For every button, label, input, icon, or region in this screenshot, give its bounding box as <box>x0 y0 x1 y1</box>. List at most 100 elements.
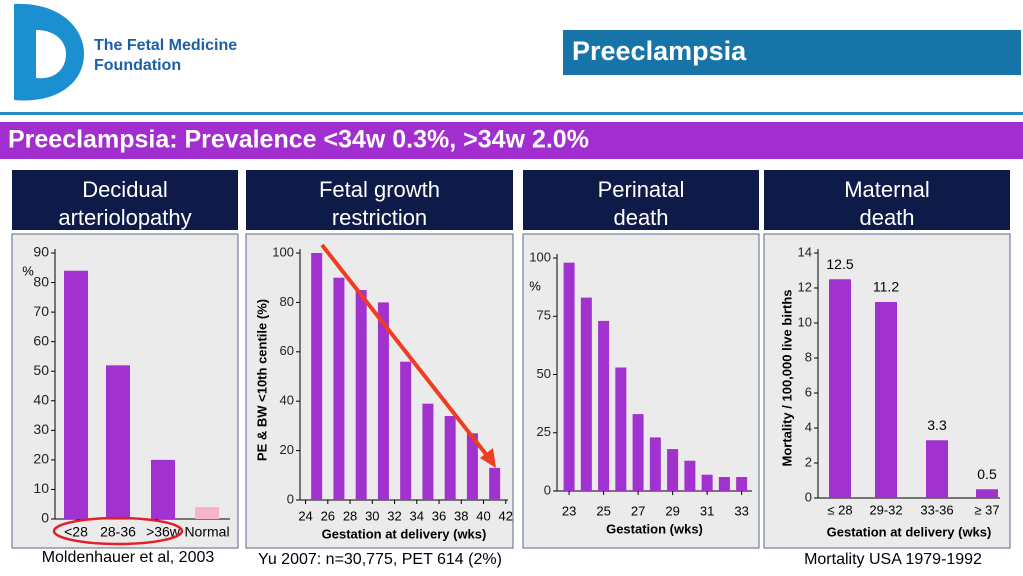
x-tick-label: 33-36 <box>920 502 953 517</box>
data-label: 0.5 <box>977 466 997 482</box>
y-tick-label: 70 <box>33 303 49 319</box>
panel-header <box>523 170 759 230</box>
bar <box>875 302 897 498</box>
bar <box>151 459 175 519</box>
y-tick-label: 100 <box>272 244 294 259</box>
banner-text: Preeclampsia: Prevalence <34w 0.3%, >34w… <box>8 126 589 154</box>
x-tick-label: 32 <box>387 508 401 523</box>
y-tick-label: 0 <box>544 482 551 497</box>
y-tick-label: 80 <box>33 273 49 289</box>
bar <box>400 361 412 500</box>
x-axis-label: Gestation (wks) <box>606 521 703 536</box>
bar <box>718 477 730 491</box>
trend-arrow <box>320 243 491 460</box>
x-tick-label: 33 <box>734 503 748 518</box>
x-tick-label: 30 <box>365 508 379 523</box>
banner <box>0 122 1023 159</box>
y-axis-label: % <box>529 278 541 293</box>
x-tick-label: 27 <box>631 503 645 518</box>
panel-title: Decidual <box>82 177 168 202</box>
caption: Mortality USA 1979-1992 <box>804 551 982 568</box>
y-tick-label: 40 <box>33 391 49 407</box>
bar <box>377 302 389 500</box>
y-tick-label: 80 <box>280 294 294 309</box>
y-tick-label: 14 <box>798 244 812 259</box>
y-tick-label: 75 <box>537 308 551 323</box>
y-axis-label: PE & BW <10th centile (%) <box>254 299 269 461</box>
highlight-ellipse <box>52 516 184 546</box>
charts: Decidualarteriolopathy010203040506070809… <box>11 170 1011 568</box>
x-axis-label: Gestation at delivery (wks) <box>827 524 992 539</box>
panel-header <box>764 170 1010 230</box>
x-tick-label: 23 <box>562 503 576 518</box>
x-tick-label: <28 <box>64 524 88 540</box>
y-axis-label: Mortality / 100,000 live births <box>779 289 794 466</box>
y-tick-label: 25 <box>537 424 551 439</box>
y-tick-label: 10 <box>33 480 49 496</box>
x-tick-label: 38 <box>454 508 468 523</box>
bar <box>598 320 610 491</box>
y-tick-label: 40 <box>280 393 294 408</box>
x-tick-label: 26 <box>321 508 335 523</box>
org-name: Foundation <box>94 57 181 74</box>
x-tick-label: ≤ 28 <box>827 502 852 517</box>
x-tick-label: 31 <box>700 503 714 518</box>
panel-header <box>12 170 238 230</box>
bar <box>649 437 661 491</box>
y-tick-label: 2 <box>805 454 812 469</box>
y-tick-label: 0 <box>287 491 294 506</box>
x-axis-label: Gestation at delivery (wks) <box>322 526 487 541</box>
bar <box>580 297 592 491</box>
x-tick-label: 40 <box>476 508 490 523</box>
data-label: 11.2 <box>873 279 899 295</box>
y-tick-label: 60 <box>280 343 294 358</box>
y-tick-label: 12 <box>798 279 812 294</box>
bar <box>489 467 501 500</box>
y-tick-label: 50 <box>537 366 551 381</box>
x-tick-label: Normal <box>184 524 229 540</box>
slide-title: Preeclampsia <box>572 36 747 66</box>
panel-title: Maternal <box>844 177 930 202</box>
bar <box>736 477 748 491</box>
bar <box>195 507 219 519</box>
y-tick-label: 4 <box>805 419 812 434</box>
y-tick-label: 20 <box>33 451 49 467</box>
bar <box>311 253 323 500</box>
x-tick-label: 29 <box>665 503 679 518</box>
data-label: 3.3 <box>927 417 947 433</box>
panel-title: restriction <box>332 205 427 230</box>
bar <box>615 367 627 491</box>
y-tick-label: 0 <box>805 489 812 504</box>
y-tick-label: 10 <box>798 314 812 329</box>
x-tick-label: 34 <box>410 508 424 523</box>
title-box <box>563 30 1021 75</box>
bar <box>422 403 434 500</box>
logo <box>14 3 84 101</box>
y-tick-label: 0 <box>41 510 49 526</box>
panel-title: death <box>859 205 914 230</box>
panel-title: Perinatal <box>598 177 685 202</box>
caption: Yu 2007: n=30,775, PET 614 (2%) <box>258 551 502 568</box>
bar <box>563 262 575 491</box>
bar <box>106 365 130 519</box>
y-tick-label: 6 <box>805 384 812 399</box>
x-tick-label: >36w <box>146 524 181 540</box>
bar <box>829 279 851 498</box>
y-tick-label: 60 <box>33 332 49 348</box>
bar <box>466 433 478 500</box>
arrow-head <box>480 448 496 468</box>
bar <box>684 460 696 491</box>
x-tick-label: 24 <box>298 508 312 523</box>
bar <box>701 474 713 491</box>
x-tick-label: 42 <box>499 508 513 523</box>
x-tick-label: 36 <box>432 508 446 523</box>
plot-box <box>522 233 760 549</box>
org-name: The Fetal Medicine <box>94 37 237 54</box>
panel-title: death <box>613 205 668 230</box>
y-tick-label: 20 <box>280 442 294 457</box>
data-label: 12.5 <box>826 256 853 272</box>
y-tick-label: 8 <box>805 349 812 364</box>
bar <box>355 290 367 500</box>
y-tick-label: 90 <box>33 244 49 260</box>
